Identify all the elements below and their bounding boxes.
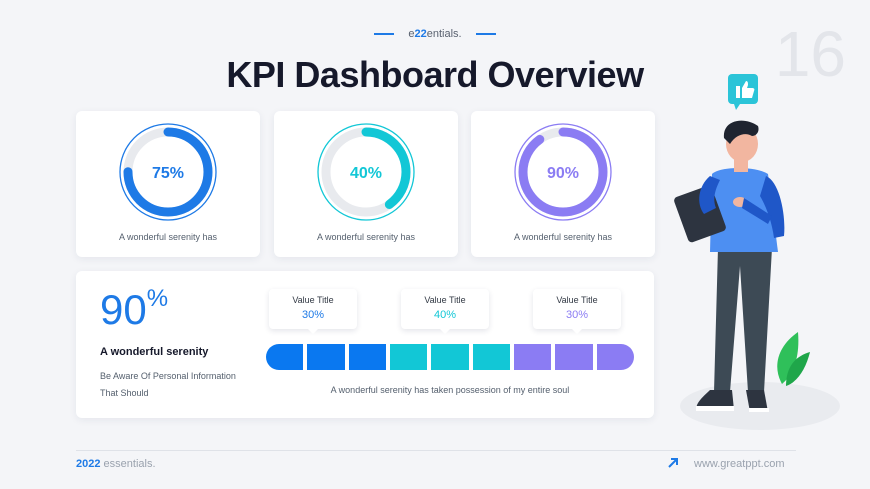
brand-header: e22entials. bbox=[0, 28, 870, 40]
bar-segment bbox=[266, 344, 304, 370]
thumbs-up-icon bbox=[728, 74, 758, 110]
brand-line-left bbox=[374, 33, 395, 36]
kpi-card-3: 90% A wonderful serenity has bbox=[471, 111, 655, 257]
kpi-card-1: 75% A wonderful serenity has bbox=[76, 111, 260, 257]
kpi-caption-3: A wonderful serenity has bbox=[513, 232, 613, 242]
brand-line-right bbox=[475, 33, 496, 36]
tooltip-value-2: 40% bbox=[433, 309, 457, 321]
bar-segment bbox=[596, 344, 634, 370]
progress-ring-2 bbox=[317, 123, 415, 221]
segmented-progress-bar bbox=[266, 344, 634, 370]
summary-subtext: Be Aware Of Personal Information That Sh… bbox=[100, 371, 236, 398]
bar-segment bbox=[431, 344, 469, 370]
brand-prefix: e bbox=[408, 28, 415, 40]
kpi-caption-1: A wonderful serenity has bbox=[118, 232, 218, 242]
bar-segment bbox=[348, 344, 386, 370]
progress-ring-3 bbox=[514, 123, 612, 221]
bar-caption: A wonderful serenity has taken possessio… bbox=[330, 385, 570, 395]
footer-label: essentials. bbox=[103, 458, 156, 470]
brand-highlight: 22 bbox=[414, 28, 427, 40]
tooltip-value-3: 30% bbox=[565, 309, 589, 321]
kpi-percent-3: 90% bbox=[546, 165, 580, 182]
tooltip-value-1: 30% bbox=[301, 309, 325, 321]
brand-suffix: entials. bbox=[426, 28, 462, 40]
footer-divider bbox=[76, 450, 796, 451]
kpi-caption-2: A wonderful serenity has bbox=[316, 232, 416, 242]
footer-brand: 2022 essentials. bbox=[76, 458, 156, 470]
summary-heading: A wonderful serenity bbox=[100, 346, 209, 358]
bar-segment bbox=[389, 344, 428, 370]
bar-segment bbox=[307, 344, 345, 370]
bar-segment bbox=[555, 344, 593, 370]
kpi-card-2: 40% A wonderful serenity has bbox=[274, 111, 458, 257]
summary-value: 90 bbox=[100, 286, 147, 333]
value-tooltip-1: Value Title 30% bbox=[269, 289, 357, 334]
person-with-tablet-illustration bbox=[674, 74, 840, 430]
kpi-percent-2: 40% bbox=[349, 165, 383, 182]
value-tooltip-2: Value Title 40% bbox=[401, 289, 489, 334]
bar-segment bbox=[513, 344, 552, 370]
tooltip-title-1: Value Title bbox=[292, 295, 334, 305]
summary-percent: 90% bbox=[100, 286, 168, 333]
summary-card: 90% A wonderful serenity Be Aware Of Per… bbox=[76, 271, 654, 418]
tooltip-title-2: Value Title bbox=[424, 295, 466, 305]
footer-website-link[interactable]: www.greatppt.com bbox=[694, 458, 785, 470]
kpi-percent-1: 75% bbox=[151, 165, 185, 182]
page-title: KPI Dashboard Overview bbox=[226, 54, 644, 95]
arrow-up-right-icon bbox=[668, 458, 678, 468]
slide-number: 16 bbox=[774, 18, 846, 90]
progress-ring-1 bbox=[119, 123, 217, 221]
footer-year: 2022 bbox=[76, 458, 101, 470]
tooltip-title-3: Value Title bbox=[556, 295, 598, 305]
summary-unit: % bbox=[146, 285, 169, 312]
value-tooltip-3: Value Title 30% bbox=[533, 289, 621, 334]
bar-segment bbox=[472, 344, 510, 370]
